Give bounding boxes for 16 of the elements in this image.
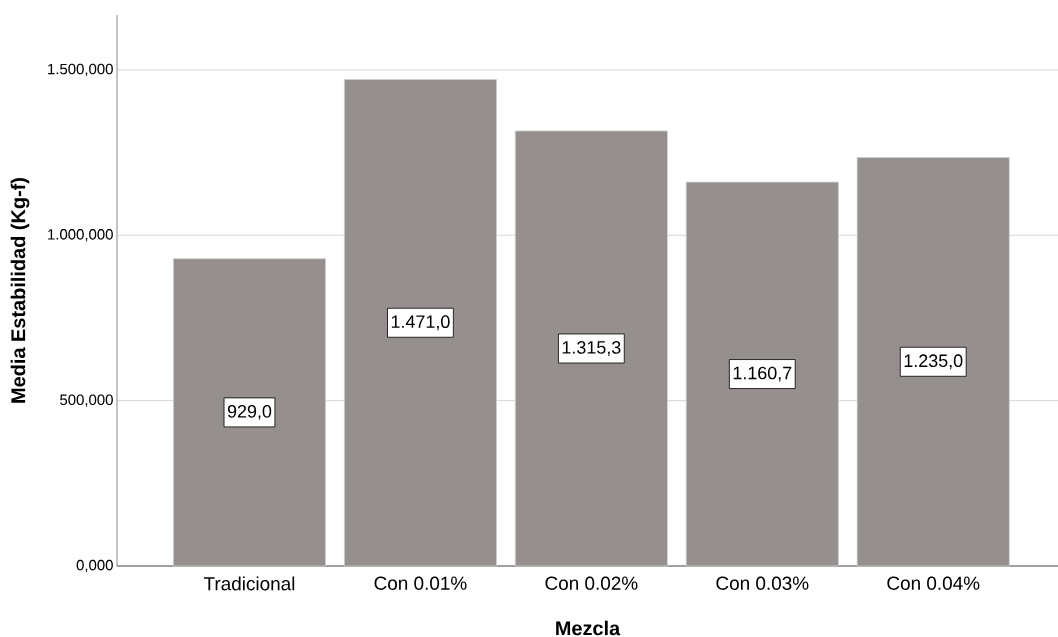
data-label: 929,0 — [227, 404, 272, 420]
x-tick-label: Con 0.01% — [374, 576, 467, 590]
data-label: 1.315,3 — [562, 341, 621, 356]
data-label: 1.235,0 — [904, 354, 963, 370]
x-tick-label: Tradicional — [203, 576, 295, 591]
x-tick-label: Con 0.03% — [716, 576, 809, 590]
y-axis-title: Media Estabilidad (Kg-f) — [10, 178, 30, 403]
x-tick-label: Con 0.02% — [545, 576, 638, 590]
data-label: 1.471,0 — [391, 315, 450, 331]
y-tick-label: 1.500,000 — [48, 63, 113, 77]
x-tick-label: Con 0.04% — [887, 576, 980, 590]
y-tick-label: 1.000,000 — [48, 229, 113, 242]
data-label: 1.160,7 — [733, 366, 792, 382]
y-tick-label: 500,000 — [60, 394, 113, 407]
y-tick-label: 0,000 — [76, 559, 113, 573]
x-axis-title: Mezcla — [556, 620, 621, 636]
